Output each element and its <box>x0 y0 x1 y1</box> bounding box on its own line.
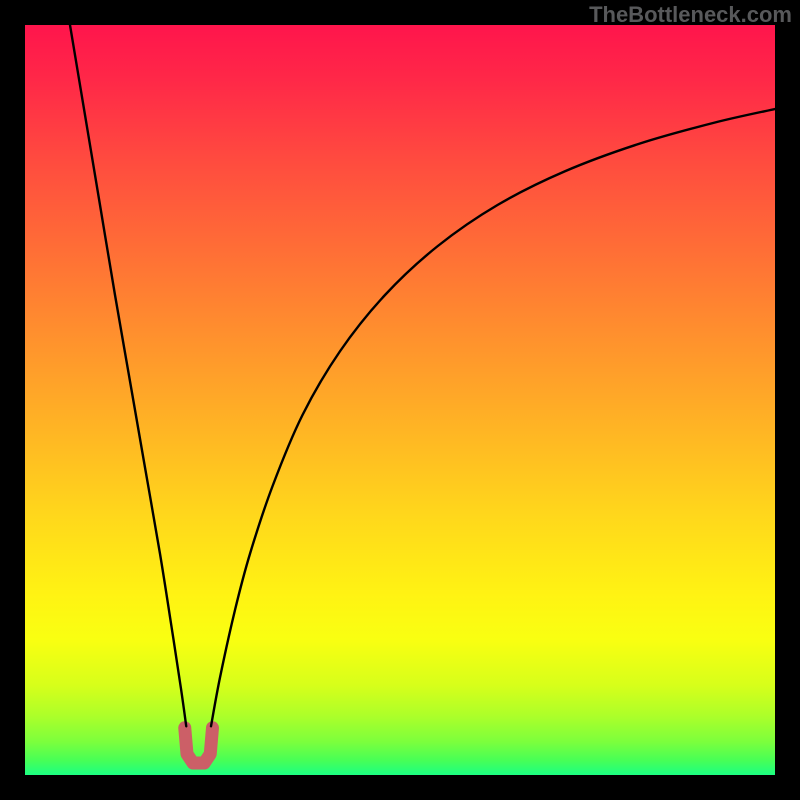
chart-frame: TheBottleneck.com <box>0 0 800 800</box>
chart-svg <box>25 25 775 775</box>
plot-area <box>25 25 775 775</box>
